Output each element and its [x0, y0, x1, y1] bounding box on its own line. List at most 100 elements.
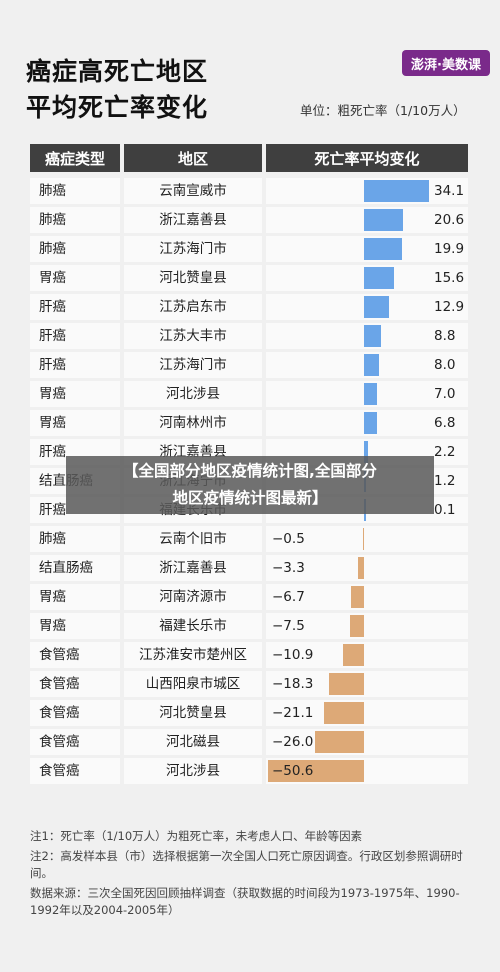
bar — [364, 238, 402, 260]
table-row: 肺癌 江苏海门市 19.9 — [0, 236, 500, 262]
table-row: 肝癌 江苏启东市 12.9 — [0, 294, 500, 320]
cell-change: −0.5 — [266, 526, 468, 552]
table-row: 食管癌 江苏淮安市楚州区 −10.9 — [0, 642, 500, 668]
chart-title-line2: 平均死亡率变化 — [26, 93, 209, 122]
table-row: 胃癌 河南林州市 6.8 — [0, 410, 500, 436]
bar — [362, 528, 364, 550]
data-label: −7.5 — [272, 618, 305, 634]
table-row: 肺癌 云南个旧市 −0.5 — [0, 526, 500, 552]
cell-change: −26.0 — [266, 729, 468, 755]
cell-region: 河北涉县 — [124, 758, 262, 784]
bar — [364, 325, 381, 347]
note-1: 注1：死亡率（1/10万人）为粗死亡率，未考虑人口、年龄等因素 — [30, 829, 363, 843]
bar — [364, 180, 429, 202]
cell-change: 7.0 — [266, 381, 468, 407]
cell-cancer-type: 食管癌 — [30, 700, 120, 726]
cell-region: 浙江嘉善县 — [124, 207, 262, 233]
cell-region: 江苏大丰市 — [124, 323, 262, 349]
cell-cancer-type: 食管癌 — [30, 729, 120, 755]
cell-cancer-type: 肝癌 — [30, 352, 120, 378]
cell-region: 福建长乐市 — [124, 613, 262, 639]
cell-cancer-type: 肺癌 — [30, 178, 120, 204]
cell-cancer-type: 食管癌 — [30, 758, 120, 784]
table-row: 食管癌 山西阳泉市城区 −18.3 — [0, 671, 500, 697]
chart-title-line1: 癌症高死亡地区 — [26, 57, 209, 86]
cell-change: 8.8 — [266, 323, 468, 349]
table-row: 食管癌 河北涉县 −50.6 — [0, 758, 500, 784]
table-row: 肝癌 江苏海门市 8.0 — [0, 352, 500, 378]
note-source: 数据来源：三次全国死因回顾抽样调查（获取数据的时间段为1973-1975年、19… — [30, 886, 460, 917]
cell-region: 江苏淮安市楚州区 — [124, 642, 262, 668]
data-label: −26.0 — [272, 734, 314, 750]
table-row: 胃癌 河北涉县 7.0 — [0, 381, 500, 407]
cell-change: 20.6 — [266, 207, 468, 233]
bar — [351, 586, 364, 608]
cell-region: 河南济源市 — [124, 584, 262, 610]
data-label: 0.1 — [434, 502, 456, 518]
bar — [329, 673, 364, 695]
data-label: 34.1 — [434, 183, 465, 199]
table-row: 胃癌 河南济源市 −6.7 — [0, 584, 500, 610]
cell-cancer-type: 胃癌 — [30, 381, 120, 407]
data-label: 8.8 — [434, 328, 456, 344]
bar — [357, 557, 364, 579]
cell-change: −3.3 — [266, 555, 468, 581]
bar — [364, 354, 380, 376]
bar — [267, 760, 364, 782]
cell-change: −6.7 — [266, 584, 468, 610]
cell-change: −7.5 — [266, 613, 468, 639]
table-row: 肺癌 浙江嘉善县 20.6 — [0, 207, 500, 233]
cell-cancer-type: 食管癌 — [30, 642, 120, 668]
cell-region: 云南个旧市 — [124, 526, 262, 552]
data-label: −6.7 — [272, 589, 305, 605]
bar — [364, 383, 378, 405]
data-label: 8.0 — [434, 357, 456, 373]
cell-region: 江苏启东市 — [124, 294, 262, 320]
note-2: 注2：高发样本县（市）选择根据第一次全国人口死亡原因调查。行政区划参照调研时间。 — [30, 849, 463, 880]
bar — [343, 644, 364, 666]
header-change: 死亡率平均变化 — [266, 144, 468, 172]
cell-cancer-type: 肺癌 — [30, 236, 120, 262]
cell-region: 江苏海门市 — [124, 236, 262, 262]
caption-line2: 地区疫情统计图最新】 — [172, 489, 328, 507]
cell-change: −10.9 — [266, 642, 468, 668]
cell-cancer-type: 胃癌 — [30, 584, 120, 610]
data-label: 15.6 — [434, 270, 465, 286]
cell-region: 河北涉县 — [124, 381, 262, 407]
header-region: 地区 — [124, 144, 262, 172]
data-label: −21.1 — [272, 705, 314, 721]
data-label: 2.2 — [434, 444, 456, 460]
cell-change: 15.6 — [266, 265, 468, 291]
table-row: 食管癌 河北磁县 −26.0 — [0, 729, 500, 755]
header-cancer-type: 癌症类型 — [30, 144, 120, 172]
cell-change: −50.6 — [266, 758, 468, 784]
cell-region: 云南宣威市 — [124, 178, 262, 204]
data-label: 6.8 — [434, 415, 456, 431]
cell-change: 8.0 — [266, 352, 468, 378]
caption-line1: 【全国部分地区疫情统计图,全国部分 — [123, 462, 377, 480]
table-row: 食管癌 河北赞皇县 −21.1 — [0, 700, 500, 726]
bar — [349, 615, 364, 637]
data-label: 1.2 — [434, 473, 456, 489]
cell-cancer-type: 胃癌 — [30, 410, 120, 436]
cell-cancer-type: 肝癌 — [30, 323, 120, 349]
bar — [364, 296, 389, 318]
data-label: 12.9 — [434, 299, 465, 315]
data-label: −0.5 — [272, 531, 305, 547]
cell-region: 河北磁县 — [124, 729, 262, 755]
table-row: 胃癌 河北赞皇县 15.6 — [0, 265, 500, 291]
cell-cancer-type: 肝癌 — [30, 294, 120, 320]
cell-region: 浙江嘉善县 — [124, 555, 262, 581]
data-label: −10.9 — [272, 647, 314, 663]
cell-region: 江苏海门市 — [124, 352, 262, 378]
cell-cancer-type: 胃癌 — [30, 265, 120, 291]
footnotes: 注1：死亡率（1/10万人）为粗死亡率，未考虑人口、年龄等因素 注2：高发样本县… — [30, 828, 475, 922]
data-label: 19.9 — [434, 241, 465, 257]
unit-label: 单位：粗死亡率（1/10万人） — [300, 103, 466, 118]
brand-logo: 澎湃·美数课 — [402, 50, 490, 76]
cell-region: 山西阳泉市城区 — [124, 671, 262, 697]
data-label: 20.6 — [434, 212, 465, 228]
cell-change: −21.1 — [266, 700, 468, 726]
cell-change: −18.3 — [266, 671, 468, 697]
cell-cancer-type: 肺癌 — [30, 526, 120, 552]
